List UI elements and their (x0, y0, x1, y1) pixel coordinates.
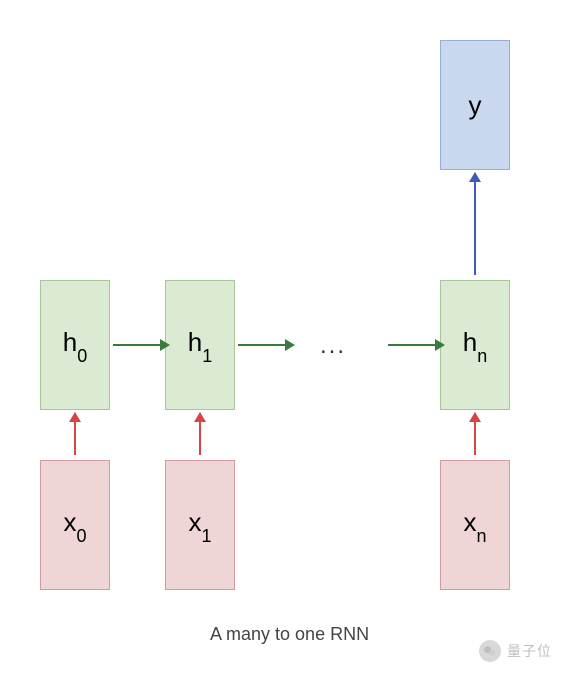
watermark: 量子位 (479, 640, 552, 662)
node-y: y (440, 40, 510, 170)
watermark-text: 量子位 (507, 641, 552, 661)
node-x1: x1 (165, 460, 235, 590)
node-label-x1: x1 (188, 507, 211, 542)
node-label-y: y (469, 90, 482, 121)
node-label-x0: x0 (63, 507, 86, 542)
node-label-h0: h0 (63, 327, 87, 362)
node-label-hn: hn (463, 327, 487, 362)
node-x0: x0 (40, 460, 110, 590)
ellipsis: ... (320, 332, 346, 360)
node-h1: h1 (165, 280, 235, 410)
node-xn: xn (440, 460, 510, 590)
caption: A many to one RNN (210, 624, 369, 645)
node-h0: h0 (40, 280, 110, 410)
node-label-h1: h1 (188, 327, 212, 362)
node-hn: hn (440, 280, 510, 410)
caption-text: A many to one RNN (210, 624, 369, 644)
wechat-icon (479, 640, 501, 662)
node-label-xn: xn (463, 507, 486, 542)
wechat-icon-svg (483, 644, 497, 658)
